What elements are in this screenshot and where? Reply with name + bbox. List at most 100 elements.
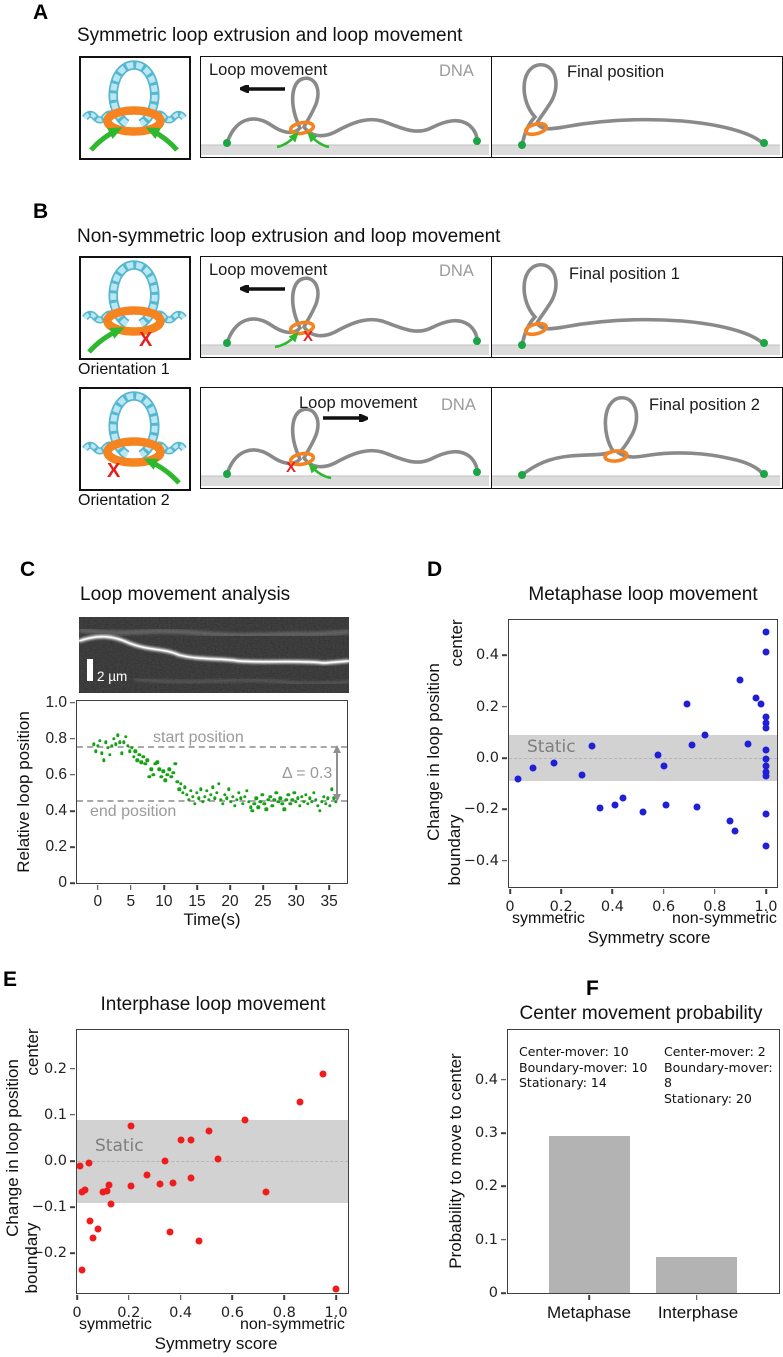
data-point <box>260 792 265 797</box>
data-point <box>236 791 241 795</box>
panel-c-xlabel: Time(s) <box>183 910 241 929</box>
x-tick-label: 0.8 <box>703 899 727 915</box>
data-point <box>288 802 292 806</box>
x-tick <box>262 885 264 890</box>
extrusion-arrow-left <box>276 132 299 149</box>
y-tick-label: 0.1 <box>43 1106 67 1123</box>
y-tick-label: 0.3 <box>474 1124 498 1141</box>
data-point <box>619 794 627 802</box>
x-tick-label: 20 <box>221 893 239 910</box>
data-point <box>106 746 110 750</box>
data-point <box>167 767 171 772</box>
y-tick <box>502 705 507 708</box>
data-point <box>195 791 199 795</box>
y-tick <box>70 1252 75 1255</box>
data-point <box>205 1127 213 1135</box>
x-tick-label: 35 <box>320 893 338 910</box>
data-point <box>156 1180 164 1188</box>
data-point <box>193 802 197 806</box>
data-point <box>115 733 120 737</box>
data-point <box>169 1179 177 1187</box>
data-point <box>238 796 243 800</box>
loop-trace-plot: start position end position Δ = 0.3 0 5 10… <box>45 694 348 910</box>
y-tick-label: −0.2 <box>463 801 499 818</box>
x-tick-label: 0.2 <box>117 1305 141 1321</box>
data-point <box>762 648 770 656</box>
data-point <box>221 802 225 806</box>
data-point <box>240 802 245 806</box>
data-point <box>169 774 173 779</box>
data-point <box>78 1266 86 1274</box>
tether-dot-right <box>473 337 481 345</box>
data-point <box>81 1186 89 1194</box>
x-tick <box>295 885 297 890</box>
data-point <box>529 764 537 772</box>
bar-metaphase <box>548 1136 630 1293</box>
condensin-ring <box>288 120 316 136</box>
data-point <box>234 798 239 802</box>
extrusion-arrow-right <box>143 458 181 485</box>
data-point <box>108 753 112 757</box>
y-tick-label: 0.2 <box>474 1178 498 1195</box>
data-point <box>145 758 150 763</box>
data-point <box>163 778 167 782</box>
condensin-ring <box>603 449 629 463</box>
data-point <box>762 810 770 818</box>
x-tick <box>560 889 562 894</box>
data-point <box>166 1228 174 1236</box>
y-tick-label: 0 <box>58 874 67 891</box>
data-point <box>96 744 100 748</box>
data-point <box>113 742 118 746</box>
panel-a-letter: A <box>33 1 49 24</box>
tether-dot-left <box>518 341 526 349</box>
y-tick <box>502 757 507 759</box>
data-point <box>147 774 152 779</box>
y-tick <box>70 846 75 848</box>
data-point <box>213 796 217 800</box>
dna-label: DNA <box>439 262 474 280</box>
x-tick-label: 0.8 <box>272 1305 296 1321</box>
data-point <box>123 735 128 739</box>
data-point <box>596 804 604 812</box>
delta-label: Δ = 0.3 <box>282 765 333 782</box>
panel-b2-movement-box: Loop movement DNA X <box>200 387 492 489</box>
x-tick-label: 0 <box>93 893 103 910</box>
bar-tick <box>588 1295 591 1300</box>
x-tick <box>130 885 132 890</box>
data-point <box>268 794 273 799</box>
x-tick <box>179 1295 182 1300</box>
data-point <box>278 796 282 800</box>
data-point <box>762 746 770 754</box>
data-point <box>578 771 586 779</box>
condensin-ring <box>523 121 549 137</box>
panel-d-title: Metaphase loop movement <box>528 584 758 605</box>
kymograph-image: 2 µm <box>78 617 350 693</box>
data-point <box>250 809 255 813</box>
y-tick-label: 0.4 <box>474 1071 498 1088</box>
x-tick <box>196 885 198 890</box>
condensin-ring <box>288 451 316 467</box>
data-point <box>99 1188 107 1196</box>
y-tick <box>501 1132 506 1134</box>
x-tick-label: 5 <box>126 893 136 910</box>
data-point <box>153 762 158 766</box>
data-point <box>272 798 276 802</box>
x-tick <box>328 885 330 890</box>
data-point <box>125 744 130 748</box>
data-point <box>762 772 770 780</box>
y-tick-label: 0.2 <box>45 837 67 855</box>
panel-f-title: Center movement probability <box>519 1003 763 1024</box>
condensin-orientation2-cartoon <box>82 391 187 485</box>
data-point <box>326 796 330 800</box>
data-point <box>173 762 177 766</box>
static-band-label: Static <box>95 1136 144 1156</box>
y-tick-label: −0.2 <box>31 1245 67 1262</box>
x-tick-label: 0 <box>72 1305 82 1321</box>
x-tick <box>76 1295 78 1300</box>
bar-tick <box>695 1295 698 1300</box>
condensin-orientation1-cartoon <box>82 260 187 354</box>
data-point <box>731 827 739 835</box>
data-point <box>133 749 138 754</box>
panel-b1-final-box: Final position 1 <box>491 256 783 358</box>
data-point <box>217 782 221 786</box>
